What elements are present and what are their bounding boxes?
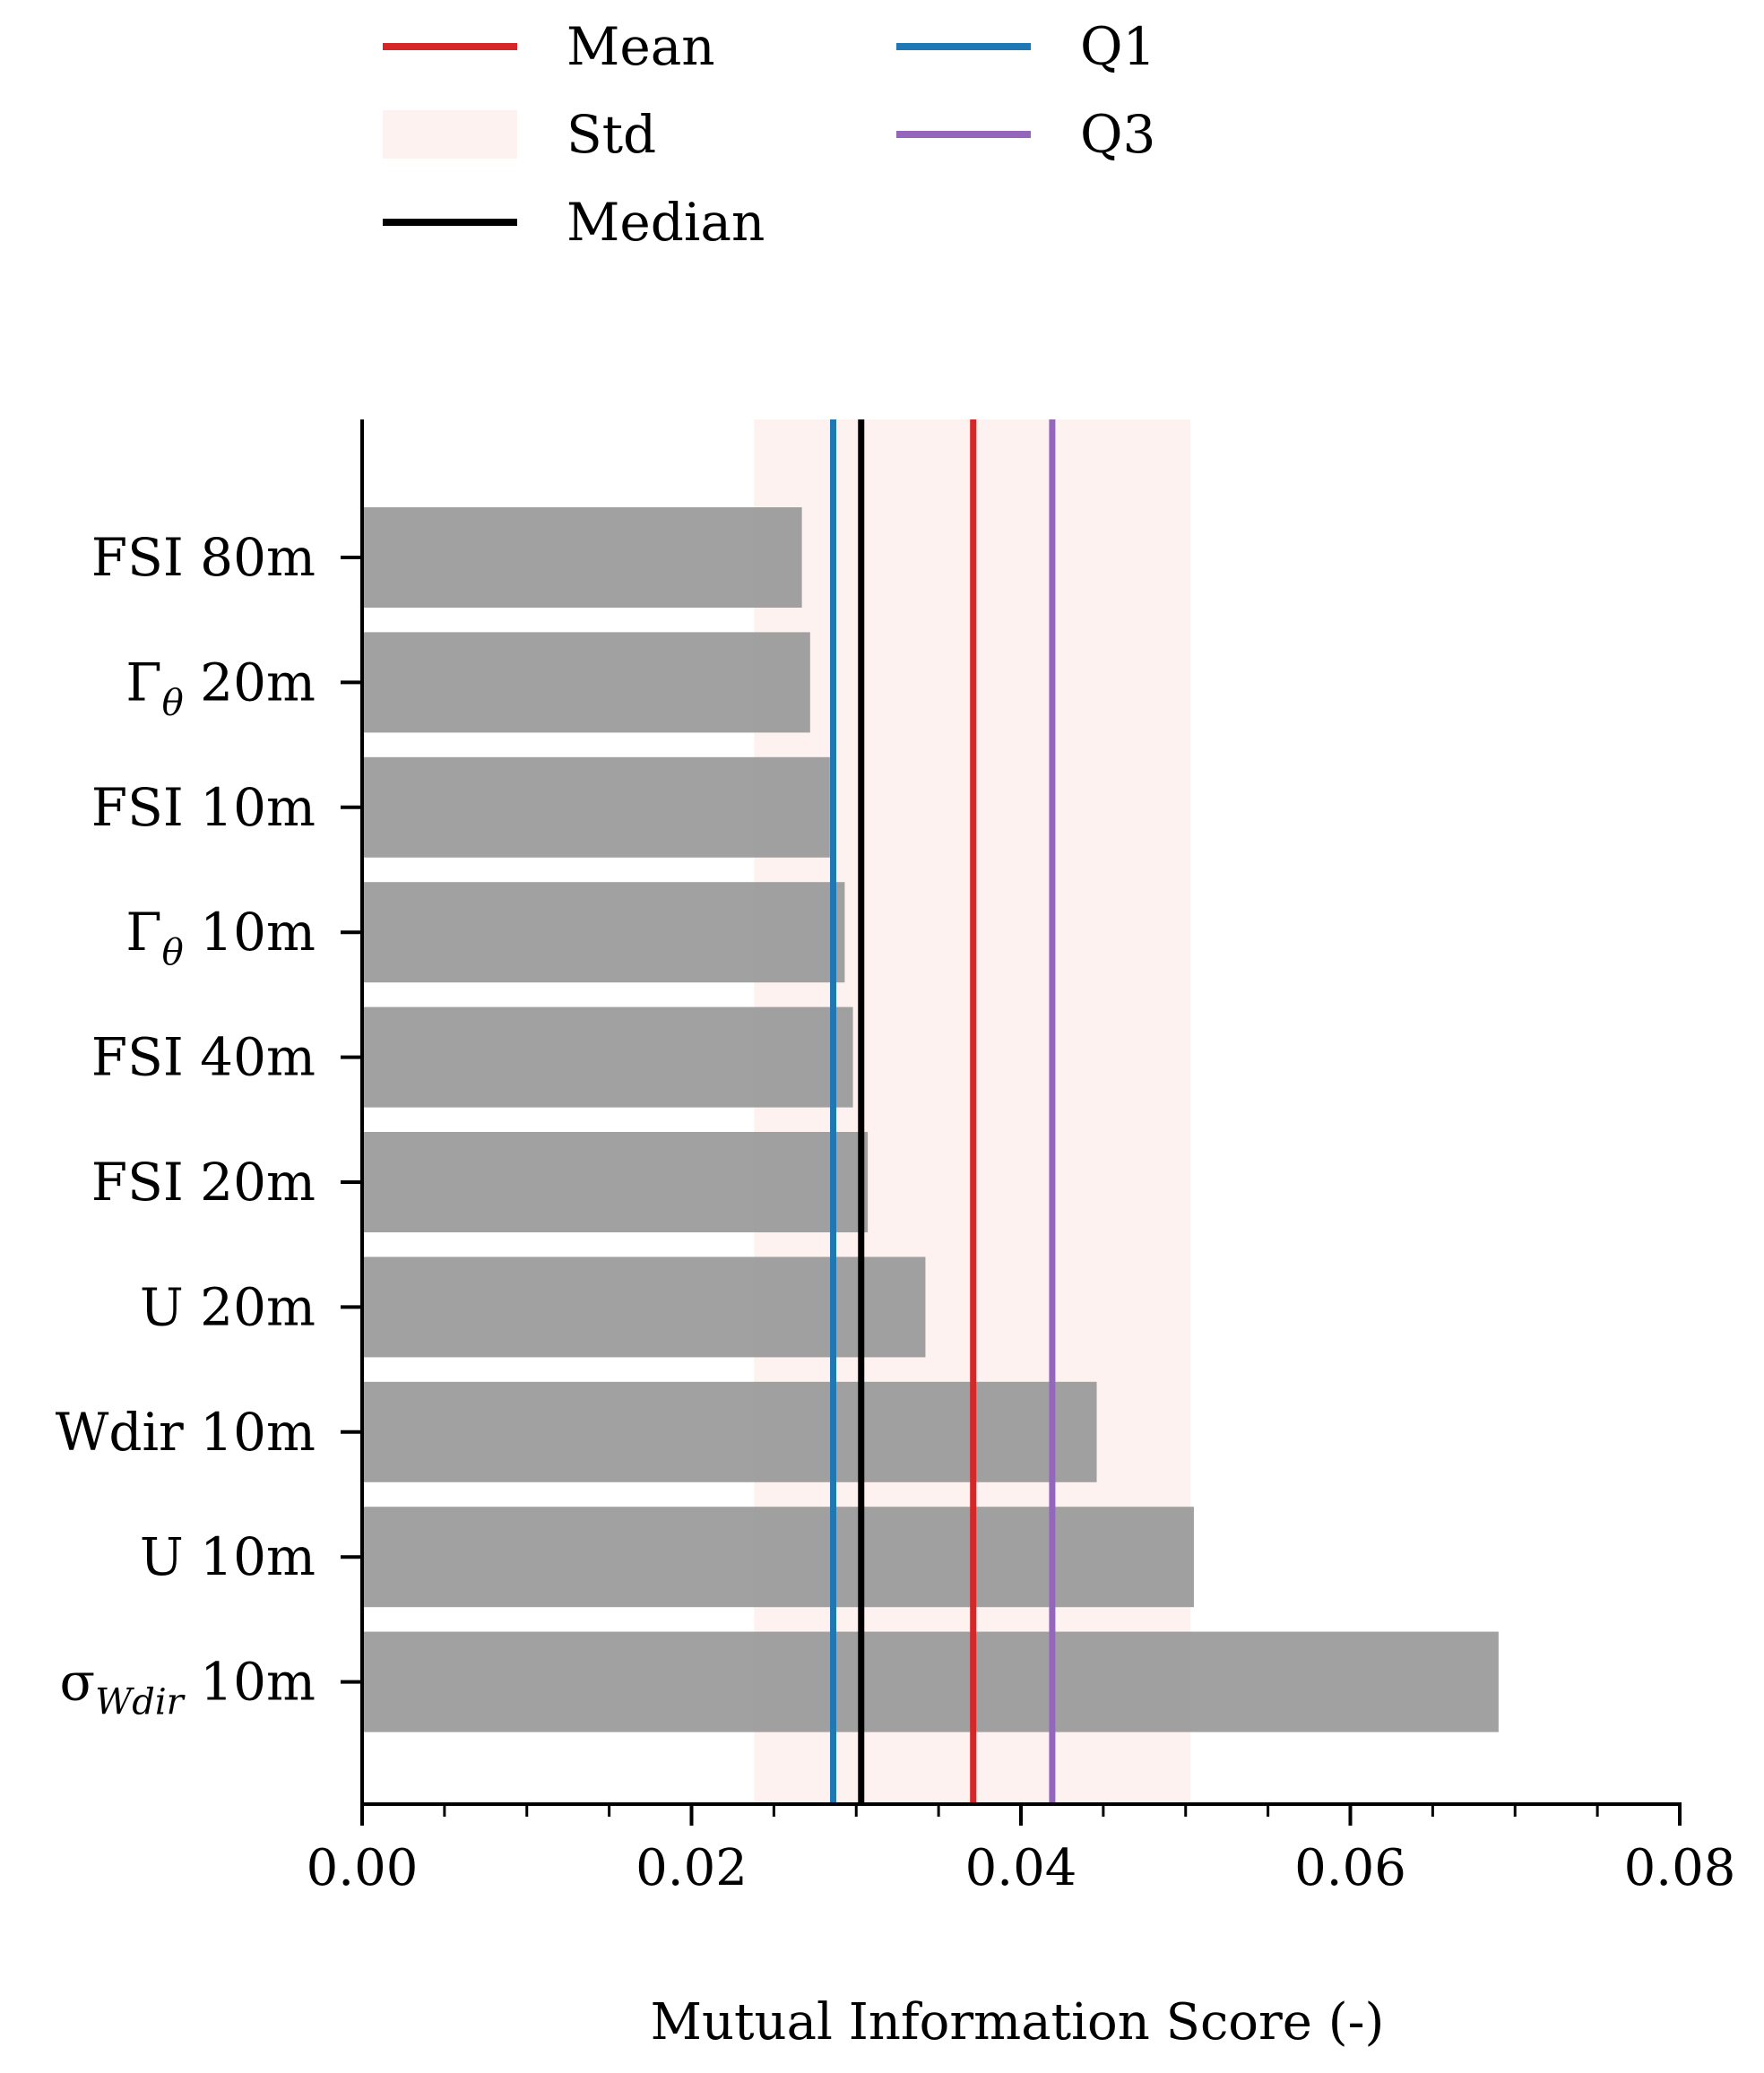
legend-label-q3: Q3	[1080, 104, 1155, 165]
legend-label-q1: Q1	[1080, 16, 1155, 77]
legend-label-median: Median	[566, 192, 765, 253]
y-tick-label: Γθ 10m	[125, 902, 316, 973]
bar	[362, 1006, 853, 1108]
stat-lines-layer	[830, 419, 1056, 1804]
x-tick-label: 0.00	[307, 1839, 419, 1897]
y-tick-label: Wdir 10m	[56, 1402, 316, 1463]
bar	[362, 756, 830, 858]
axes-layer	[341, 419, 1682, 1826]
legend-swatch-std	[383, 110, 517, 159]
bar	[362, 507, 802, 608]
y-tick-label: U 20m	[140, 1276, 316, 1337]
y-tick-label: FSI 10m	[91, 777, 316, 838]
bar	[362, 1257, 926, 1358]
x-tick-label: 0.08	[1624, 1839, 1736, 1897]
x-tick-labels: 0.00 0.02 0.04 0.06 0.08	[307, 1839, 1736, 1897]
bar	[362, 1132, 869, 1232]
x-tick-label: 0.02	[636, 1839, 748, 1897]
legend-label-mean: Mean	[566, 16, 715, 77]
legend: Mean Std Median Q1 Q3	[383, 16, 1155, 253]
legend-label-std: Std	[566, 104, 656, 165]
y-tick-label: σWdir 10m	[60, 1652, 316, 1723]
y-tick-label: FSI 40m	[91, 1027, 316, 1088]
x-tick-label: 0.06	[1294, 1839, 1406, 1897]
bar	[362, 1381, 1097, 1482]
bar	[362, 1507, 1194, 1608]
bar	[362, 632, 810, 733]
plot-area: FSI 80m Γθ 20m FSI 10m Γθ 10m FSI 40m FSI 20m…	[56, 419, 1736, 1897]
y-tick-label: Γθ 20m	[125, 652, 316, 723]
y-tick-labels: FSI 80m Γθ 20m FSI 10m Γθ 10m FSI 40m FSI 20m…	[56, 527, 316, 1723]
y-tick-label: FSI 20m	[91, 1152, 316, 1213]
bar	[362, 1631, 1499, 1732]
bar	[362, 882, 845, 983]
x-tick-label: 0.04	[965, 1839, 1077, 1897]
y-tick-label: U 10m	[140, 1526, 316, 1587]
x-axis-label: Mutual Information Score (-)	[651, 1993, 1385, 2051]
y-tick-label: FSI 80m	[91, 527, 316, 588]
